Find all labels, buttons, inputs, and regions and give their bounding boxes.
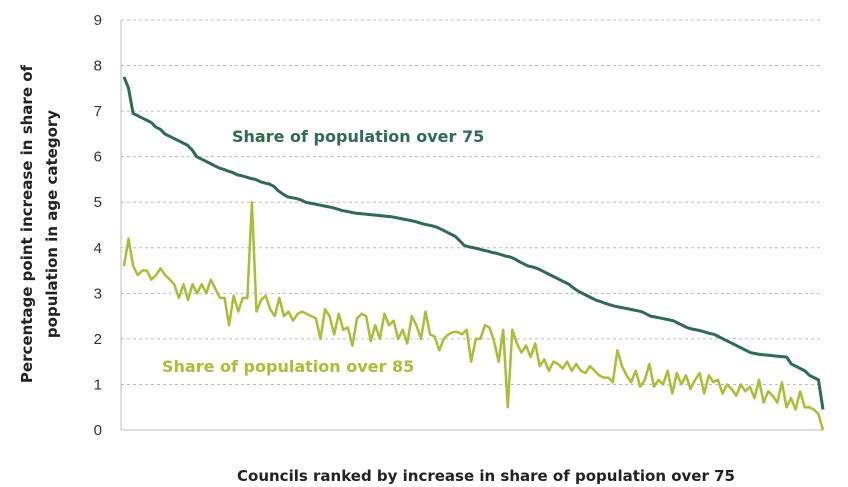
series-label-over-75: Share of population over 75	[232, 127, 484, 146]
y-tick-label: 5	[94, 194, 102, 211]
y-axis-title-line-1: Percentage point increase in share of	[18, 64, 36, 383]
y-tick-label: 8	[94, 58, 102, 75]
y-tick-label: 6	[94, 149, 102, 166]
series-line-over-75	[122, 76, 825, 410]
y-tick-label: 2	[94, 331, 102, 348]
y-tick-label: 7	[94, 103, 102, 120]
y-axis-title-line-2: population in age category	[43, 110, 61, 338]
gridlines	[121, 19, 823, 385]
y-tick-label: 4	[94, 240, 102, 257]
y-tick-label: 0	[94, 422, 102, 439]
y-axis-ticks: 0 1 2 3 4 5 6 7 8 9	[94, 12, 102, 439]
x-axis-title: Councils ranked by increase in share of …	[237, 467, 735, 485]
series-label-over-85: Share of population over 85	[162, 357, 414, 376]
series-lines	[122, 76, 825, 431]
y-tick-label: 9	[94, 12, 102, 29]
y-tick-label: 3	[94, 285, 102, 302]
y-tick-label: 1	[94, 376, 102, 393]
series-line-over-85	[122, 200, 825, 431]
